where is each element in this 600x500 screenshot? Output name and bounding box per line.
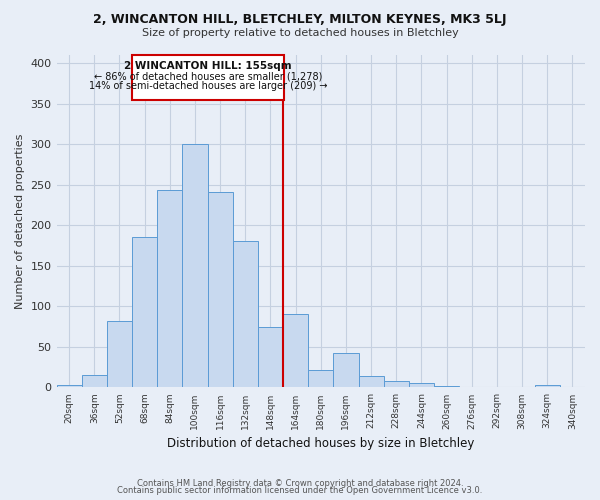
Bar	[56, 385, 82, 388]
Text: 14% of semi-detached houses are larger (209) →: 14% of semi-detached houses are larger (…	[89, 81, 328, 91]
Bar	[383, 381, 409, 388]
Text: 2 WINCANTON HILL: 155sqm: 2 WINCANTON HILL: 155sqm	[124, 60, 292, 70]
Bar	[459, 386, 484, 388]
Y-axis label: Number of detached properties: Number of detached properties	[15, 134, 25, 309]
Text: 2, WINCANTON HILL, BLETCHLEY, MILTON KEYNES, MK3 5LJ: 2, WINCANTON HILL, BLETCHLEY, MILTON KEY…	[93, 12, 507, 26]
Text: Contains public sector information licensed under the Open Government Licence v3: Contains public sector information licen…	[118, 486, 482, 495]
Bar	[535, 385, 560, 388]
Text: Size of property relative to detached houses in Bletchley: Size of property relative to detached ho…	[142, 28, 458, 38]
Bar	[208, 192, 233, 388]
Bar	[82, 376, 107, 388]
Bar	[182, 144, 208, 388]
FancyBboxPatch shape	[132, 55, 284, 100]
Bar	[107, 321, 132, 388]
Bar	[308, 370, 334, 388]
Bar	[359, 376, 383, 388]
Bar	[233, 242, 258, 388]
Bar	[132, 236, 157, 388]
Text: Contains HM Land Registry data © Crown copyright and database right 2024.: Contains HM Land Registry data © Crown c…	[137, 478, 463, 488]
Bar	[409, 384, 434, 388]
Bar	[157, 190, 182, 388]
Bar	[334, 354, 359, 388]
Bar	[434, 386, 459, 388]
Bar	[258, 326, 283, 388]
Text: ← 86% of detached houses are smaller (1,278): ← 86% of detached houses are smaller (1,…	[94, 71, 322, 81]
Bar	[283, 314, 308, 388]
X-axis label: Distribution of detached houses by size in Bletchley: Distribution of detached houses by size …	[167, 437, 475, 450]
